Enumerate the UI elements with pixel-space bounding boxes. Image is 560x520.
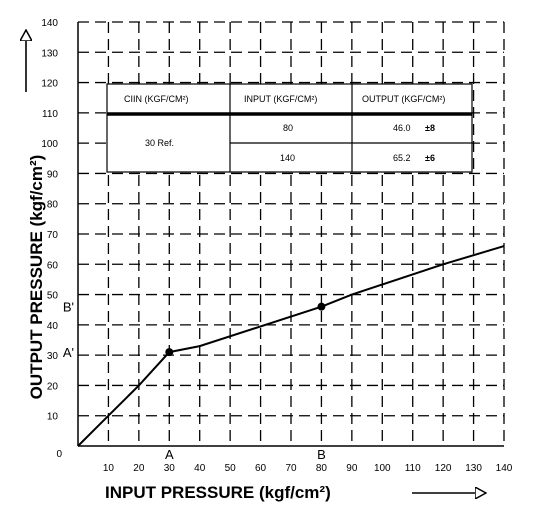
point-a (165, 348, 174, 357)
y-tick-label-90: 90 (47, 169, 59, 180)
x-tick-label-140: 140 (496, 463, 513, 474)
table-background (106, 83, 473, 173)
axis-label-b-prime: B' (63, 300, 74, 315)
y-tick-label-30: 30 (47, 351, 59, 362)
y-tick-label-0: 0 (56, 449, 62, 460)
y-tick-label-110: 110 (42, 109, 58, 120)
data-table: CIIN (KGF/CM²) INPUT (KGF/CM²) OUTPUT (K… (106, 83, 473, 173)
x-tick-label-50: 50 (225, 463, 237, 474)
x-axis-title: INPUT PRESSURE (kgf/cm²) (105, 483, 331, 502)
y-axis-title: OUTPUT PRESSURE (kgf/cm²) (27, 155, 46, 400)
y-tick-label-70: 70 (47, 230, 59, 241)
x-tick-label-130: 130 (465, 463, 482, 474)
table-cell-output-1: 46.0 (393, 123, 411, 133)
y-tick-label-60: 60 (47, 260, 59, 271)
table-cell-tag-2: ±6 (425, 153, 435, 163)
x-tick-label-100: 100 (374, 463, 391, 474)
table-cell-input-1: 80 (283, 123, 293, 133)
y-tick-label-120: 120 (41, 79, 58, 90)
x-tick-label-110: 110 (405, 463, 421, 474)
x-tick-label-80: 80 (316, 463, 328, 474)
x-tick-labels: 10 20 30 40 50 60 70 80 90 100 110 120 130 140 (103, 463, 513, 474)
x-tick-label-30: 30 (164, 463, 176, 474)
axis-label-a-prime: A' (63, 345, 74, 360)
table-cell-tag-1: ±8 (425, 123, 435, 133)
axes (77, 22, 504, 447)
table-cell-cylinder: 30 Ref. (145, 138, 174, 148)
series (77, 245, 505, 447)
point-label-a: A (165, 447, 174, 462)
point-label-b: B (317, 447, 326, 462)
y-tick-label-20: 20 (47, 381, 59, 392)
x-tick-label-40: 40 (194, 463, 206, 474)
y-tick-label-130: 130 (41, 48, 58, 59)
x-tick-label-10: 10 (103, 463, 115, 474)
table-cell-output-2: 65.2 (393, 153, 411, 163)
y-tick-label-40: 40 (47, 321, 59, 332)
y-tick-label-100: 100 (41, 139, 58, 150)
table-header-input: INPUT (KGF/CM²) (244, 94, 317, 104)
y-tick-label-50: 50 (47, 291, 59, 302)
y-tick-label-10: 10 (47, 412, 59, 423)
series-line-0 (77, 245, 505, 447)
y-tick-label-80: 80 (47, 200, 59, 211)
y-tick-labels: 0 10 20 30 40 50 60 70 80 90 100 110 120 130 140 (41, 18, 62, 460)
x-tick-label-60: 60 (255, 463, 267, 474)
x-tick-label-20: 20 (133, 463, 145, 474)
x-tick-label-70: 70 (285, 463, 297, 474)
table-cell-input-2: 140 (280, 153, 295, 163)
table-header-output: OUTPUT (KGF/CM²) (362, 94, 445, 104)
x-tick-label-120: 120 (435, 463, 452, 474)
point-b (317, 302, 326, 311)
table-header-ciin: CIIN (KGF/CM²) (124, 94, 189, 104)
y-tick-label-140: 140 (41, 18, 58, 29)
key-point-markers: A A' B B' (63, 300, 326, 462)
x-tick-label-90: 90 (346, 463, 358, 474)
